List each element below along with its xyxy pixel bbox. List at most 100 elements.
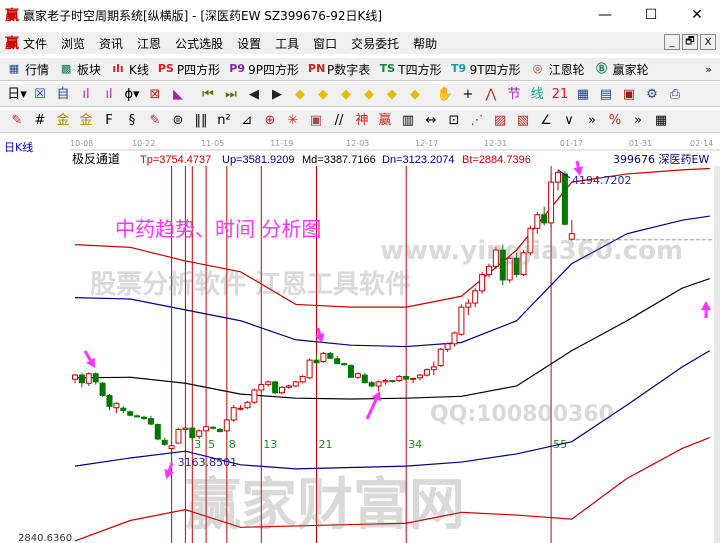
minimize-button[interactable]: — <box>598 7 612 23</box>
close-button[interactable]: ✕ <box>691 7 703 23</box>
calculator-icon[interactable]: ▦ <box>576 87 590 102</box>
mdi-minimize-button[interactable]: _ <box>664 34 680 50</box>
candle[interactable] <box>486 263 492 278</box>
scale-icon[interactable]: ☒ <box>34 87 46 102</box>
candle[interactable] <box>458 304 465 336</box>
candle[interactable] <box>134 414 141 418</box>
toolbar-button-6[interactable]: TS T四方形 <box>379 61 442 78</box>
extreme-icon[interactable]: ⊠ <box>149 87 161 102</box>
draw-icon[interactable]: 线 <box>530 87 544 102</box>
candle[interactable] <box>520 250 527 276</box>
n2-icon[interactable]: n² <box>217 113 231 128</box>
candle[interactable] <box>113 402 120 414</box>
star-icon[interactable]: ✳ <box>287 113 299 128</box>
fan-red-icon[interactable]: ⋰ <box>470 113 484 128</box>
candle[interactable] <box>272 381 279 395</box>
candle[interactable] <box>182 426 189 434</box>
period-day-icon[interactable]: 日▾ <box>7 87 27 102</box>
candle[interactable] <box>334 356 341 365</box>
candle[interactable] <box>479 271 486 294</box>
candle[interactable] <box>161 437 168 446</box>
hand-icon[interactable]: ✋ <box>436 87 454 102</box>
diamond-v-icon[interactable]: ◆ <box>410 87 420 102</box>
candle[interactable] <box>203 425 210 433</box>
toolbar-button-8[interactable]: ◎ 江恩轮 <box>530 61 585 78</box>
candle[interactable] <box>258 383 265 392</box>
candle[interactable] <box>265 380 272 387</box>
toolbar-button-5[interactable]: PN P数字表 <box>308 61 370 78</box>
candle[interactable] <box>99 381 106 397</box>
candle[interactable] <box>382 379 389 385</box>
candle[interactable] <box>327 351 334 360</box>
candle[interactable] <box>527 225 534 256</box>
candle[interactable] <box>237 404 244 411</box>
pen2-icon[interactable]: ✎ <box>149 113 161 128</box>
candle[interactable] <box>513 252 520 278</box>
toolbar3-extra-0[interactable]: » <box>588 113 596 128</box>
candle[interactable] <box>279 385 285 395</box>
notes-icon[interactable]: ▤ <box>599 87 613 102</box>
candle[interactable] <box>403 375 410 381</box>
candle-type-icon[interactable]: ɸ▾ <box>124 87 140 102</box>
menu-item-4[interactable]: 公式选股 <box>175 36 224 51</box>
target-icon[interactable]: ⊕ <box>264 113 276 128</box>
maximize-button[interactable]: ☐ <box>644 7 658 23</box>
candle[interactable] <box>472 288 479 308</box>
candle[interactable] <box>285 384 292 389</box>
bars9-icon[interactable]: ıl <box>105 87 113 102</box>
candle[interactable] <box>568 220 575 241</box>
candle[interactable] <box>216 428 223 433</box>
toolbar3-extra-2[interactable]: » <box>634 113 642 128</box>
toolbar-button-2[interactable]: ılı K线 <box>110 61 149 78</box>
candle[interactable] <box>430 361 437 376</box>
candle[interactable] <box>196 429 203 439</box>
span-icon[interactable]: ↔ <box>425 113 437 128</box>
circle-icon[interactable]: ⊜ <box>172 113 184 128</box>
last-icon[interactable]: ⏭ <box>225 87 237 102</box>
candle[interactable] <box>361 372 368 384</box>
ruler-icon[interactable]: ▥ <box>401 113 415 128</box>
candle[interactable] <box>410 377 417 384</box>
candle[interactable] <box>354 372 361 380</box>
toolbar-button-9[interactable]: Ⓑ 赢家轮 <box>594 61 649 78</box>
shen-icon[interactable]: 神 <box>355 113 369 128</box>
candle[interactable] <box>348 364 354 378</box>
candle[interactable] <box>499 244 506 286</box>
candle[interactable] <box>506 255 513 283</box>
grid-red-icon[interactable]: ▨ <box>493 113 507 128</box>
menu-item-3[interactable]: 江恩 <box>137 36 162 51</box>
printer-icon[interactable]: ⎙ <box>669 87 681 102</box>
line-icon[interactable]: ⋀ <box>485 87 497 102</box>
candle[interactable] <box>320 351 327 363</box>
first-icon[interactable]: ⏮ <box>202 87 214 102</box>
candle[interactable] <box>210 426 216 430</box>
candle[interactable] <box>465 298 472 316</box>
kline-chart[interactable]: 日K线 10-08 10-22 11-05 11-19 12-03 12-17 12-31 01… <box>0 136 720 543</box>
gold2-icon[interactable]: 金 <box>79 113 93 128</box>
calendar-icon[interactable]: 21 <box>551 87 569 102</box>
lines-icon[interactable]: ‖‖ <box>194 113 208 128</box>
triangle-icon[interactable]: ◣ <box>173 87 183 102</box>
candle[interactable] <box>541 206 548 226</box>
candle[interactable] <box>561 171 568 226</box>
candle[interactable] <box>444 342 451 352</box>
square-icon[interactable]: ▣ <box>309 113 323 128</box>
toolbar-button-0[interactable]: ▦ 行情 <box>6 61 49 78</box>
candle[interactable] <box>72 373 78 384</box>
toolbar-button-4[interactable]: P9 9P四方形 <box>229 61 299 78</box>
candle[interactable] <box>120 406 127 414</box>
fan-icon[interactable]: ⊿ <box>241 113 253 128</box>
menu-item-0[interactable]: 文件 <box>23 36 48 51</box>
menu-item-7[interactable]: 窗口 <box>313 36 338 51</box>
vertical-scrollbar[interactable] <box>714 166 720 543</box>
grid-lines-icon[interactable]: # <box>34 113 46 128</box>
candle[interactable] <box>251 388 258 404</box>
candle[interactable] <box>78 372 85 388</box>
toolbar3-extra-3[interactable]: ▦ <box>654 113 668 128</box>
candle[interactable] <box>244 400 251 410</box>
candle[interactable] <box>306 358 313 380</box>
candle[interactable] <box>375 380 382 392</box>
right-icon[interactable]: ▶ <box>272 87 282 102</box>
candle[interactable] <box>437 347 444 367</box>
node-icon[interactable]: 节 <box>507 87 521 102</box>
